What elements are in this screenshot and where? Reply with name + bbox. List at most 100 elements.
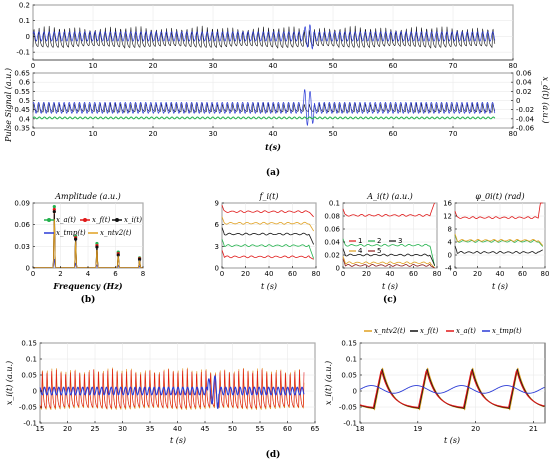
a-top-xtick-label-6: 60 — [389, 62, 398, 70]
d-left-xtick-label-2: 25 — [91, 425, 100, 433]
c2-ytick-label-left-5: 0.1 — [329, 200, 340, 208]
panel-d-label: (d) — [266, 449, 281, 460]
c3-ytick-label-left-5: 16 — [443, 200, 452, 208]
a-bottom-ytick-label-left-5: 0.6 — [19, 79, 31, 87]
c2-ytick-label-left-4: 0.08 — [324, 213, 340, 221]
tick-layer: 0 10 20 30 40 50 60 70 80-0.100.10.20 10 20 30 40 50 6… — [14, 2, 549, 434]
d-right-xtick-label-0: 18 — [356, 425, 365, 433]
a-top-xtick-label-2: 20 — [149, 62, 158, 70]
c2-series-0 — [342, 202, 435, 217]
d-left-xtick-label-7: 50 — [228, 425, 237, 433]
d-left-ytick-label-left-5: 0.15 — [21, 340, 37, 348]
b-peak-marker-2-3 — [116, 253, 120, 257]
panel-c3-title: φ_0i(t) (rad) — [475, 192, 524, 201]
a-bottom-series-blue — [32, 89, 496, 126]
legend-label-4: 4 — [358, 247, 363, 255]
c3-xtick-label-1: 20 — [473, 270, 482, 278]
d-right-xtick-label-2: 20 — [471, 425, 480, 433]
c1-series-2 — [221, 227, 315, 245]
panel-b-legend: x_a(t) x_f(t) x_i(t) x_tmp(t) x_ntv2(t) — [44, 216, 142, 237]
panel-a-ylabel: Pulse Signal (a.u.) — [4, 68, 13, 143]
a-top-xtick-label-4: 40 — [269, 62, 278, 70]
c3-ytick-label-left-1: 0 — [448, 252, 452, 260]
a-bottom-xtick-label-5: 50 — [329, 130, 338, 138]
c3-xtick-label-0: 0 — [453, 270, 457, 278]
c3-xtick-label-2: 40 — [496, 270, 505, 278]
d-right-ytick-label-left-5: 0.15 — [341, 340, 357, 348]
a-top-xtick-label-5: 50 — [329, 62, 338, 70]
c3-ytick-label-left-3: 8 — [448, 226, 452, 234]
d-left-xtick-label-1: 20 — [63, 425, 72, 433]
legend-label-d-xtmp: x_tmp(t) — [492, 327, 522, 335]
d-left-ytick-label-left-4: 0.1 — [26, 356, 37, 364]
c2-series-3 — [342, 256, 435, 269]
panel-b-label: (b) — [81, 294, 96, 305]
c2-ytick-label-left-3: 0.06 — [324, 226, 340, 234]
d-left-xtick-label-9: 60 — [283, 425, 292, 433]
a-bottom-ytick-label-right-0: -0.06 — [516, 125, 535, 133]
c2-series-1 — [342, 238, 436, 267]
d-right-ytick-label-left-0: -0.1 — [343, 420, 357, 428]
c1-series-4 — [221, 250, 314, 260]
a-bottom-ytick-label-right-2: -0.02 — [516, 106, 534, 114]
c2-ytick-label-left-2: 0.04 — [324, 239, 340, 247]
legend-label-3: 3 — [398, 237, 402, 245]
b-xtick-label-4: 8 — [141, 270, 145, 278]
d-left-ytick-label-left-2: 0 — [33, 388, 37, 396]
a-bottom-xtick-label-1: 10 — [89, 130, 98, 138]
panel-c1-xlabel: t (s) — [261, 282, 277, 291]
d-left-xtick-label-0: 15 — [36, 425, 45, 433]
panel-d-right-legend: x_ntv2(t) x_f(t) x_a(t) x_tmp(t) — [364, 327, 522, 335]
panel-c1-title: f_i(t) — [259, 192, 279, 201]
c3-ytick-label-left-2: 4 — [448, 239, 453, 247]
c1-xtick-label-4: 80 — [312, 270, 321, 278]
a-top-series-black — [32, 25, 496, 49]
d-left-xtick-label-8: 55 — [256, 425, 265, 433]
panel-d-right-xlabel: t (s) — [444, 436, 460, 445]
panel-d-left-ylabel: x_i(t) (a.u.) — [5, 361, 14, 405]
a-bottom-ytick-label-right-6: 0.06 — [516, 70, 532, 78]
d-right-xtick-label-1: 19 — [413, 425, 422, 433]
panel-c-label: (c) — [383, 294, 397, 305]
a-top-xtick-label-1: 10 — [89, 62, 98, 70]
b-xtick-label-0: 0 — [31, 270, 35, 278]
a-bottom-series-green — [32, 116, 496, 120]
d-left-ytick-label-left-1: -0.05 — [19, 404, 37, 412]
c1-ytick-label-left-0: 0 — [215, 265, 219, 273]
panel-a-label: (a) — [266, 167, 280, 178]
legend-label-xtmp: x_tmp(t) — [56, 229, 86, 237]
c2-xtick-label-3: 60 — [409, 270, 418, 278]
d-left-series-1 — [39, 368, 305, 409]
a-bottom-ytick-label-left-3: 0.5 — [19, 97, 30, 105]
a-top-ytick-label-left-1: 0 — [26, 33, 30, 41]
c2-xtick-label-0: 0 — [341, 270, 345, 278]
d-left-series-2 — [39, 375, 305, 410]
legend-marker-xa — [47, 218, 51, 222]
a-bottom-xtick-label-7: 70 — [449, 130, 458, 138]
c3-xtick-label-4: 80 — [541, 270, 550, 278]
a-top-xtick-label-0: 0 — [31, 62, 35, 70]
legend-label-xntv2: x_ntv2(t) — [100, 229, 132, 237]
legend-label-5: 5 — [377, 247, 381, 255]
c2-series-2 — [342, 248, 436, 266]
b-ytick-label-left-1: 0.03 — [14, 243, 30, 251]
a-top-xtick-label-3: 30 — [209, 62, 218, 70]
legend-label-xi: x_i(t) — [124, 216, 142, 224]
c2-xtick-label-1: 20 — [362, 270, 371, 278]
c2-xtick-label-2: 40 — [386, 270, 395, 278]
d-right-ytick-label-left-1: -0.05 — [339, 404, 357, 412]
a-bottom-xtick-label-3: 30 — [209, 130, 218, 138]
c1-series-1 — [221, 216, 314, 232]
a-top-series-blue — [32, 24, 496, 50]
d-left-xtick-label-5: 40 — [173, 425, 182, 433]
b-peak-marker-0-0 — [52, 205, 56, 209]
legend-label-d-xntv2: x_ntv2(t) — [374, 327, 406, 335]
b-peak-marker-2-2 — [95, 245, 99, 249]
a-bottom-ytick-label-right-5: 0.04 — [516, 79, 532, 87]
d-left-ytick-label-left-0: -0.1 — [23, 420, 37, 428]
legend-label-d-xf: x_f(t) — [420, 327, 439, 335]
c1-xtick-label-0: 0 — [220, 270, 224, 278]
a-top-ytick-label-left-2: 0.1 — [19, 17, 30, 25]
d-left-xtick-label-4: 35 — [146, 425, 155, 433]
a-bottom-xtick-label-6: 60 — [389, 130, 398, 138]
